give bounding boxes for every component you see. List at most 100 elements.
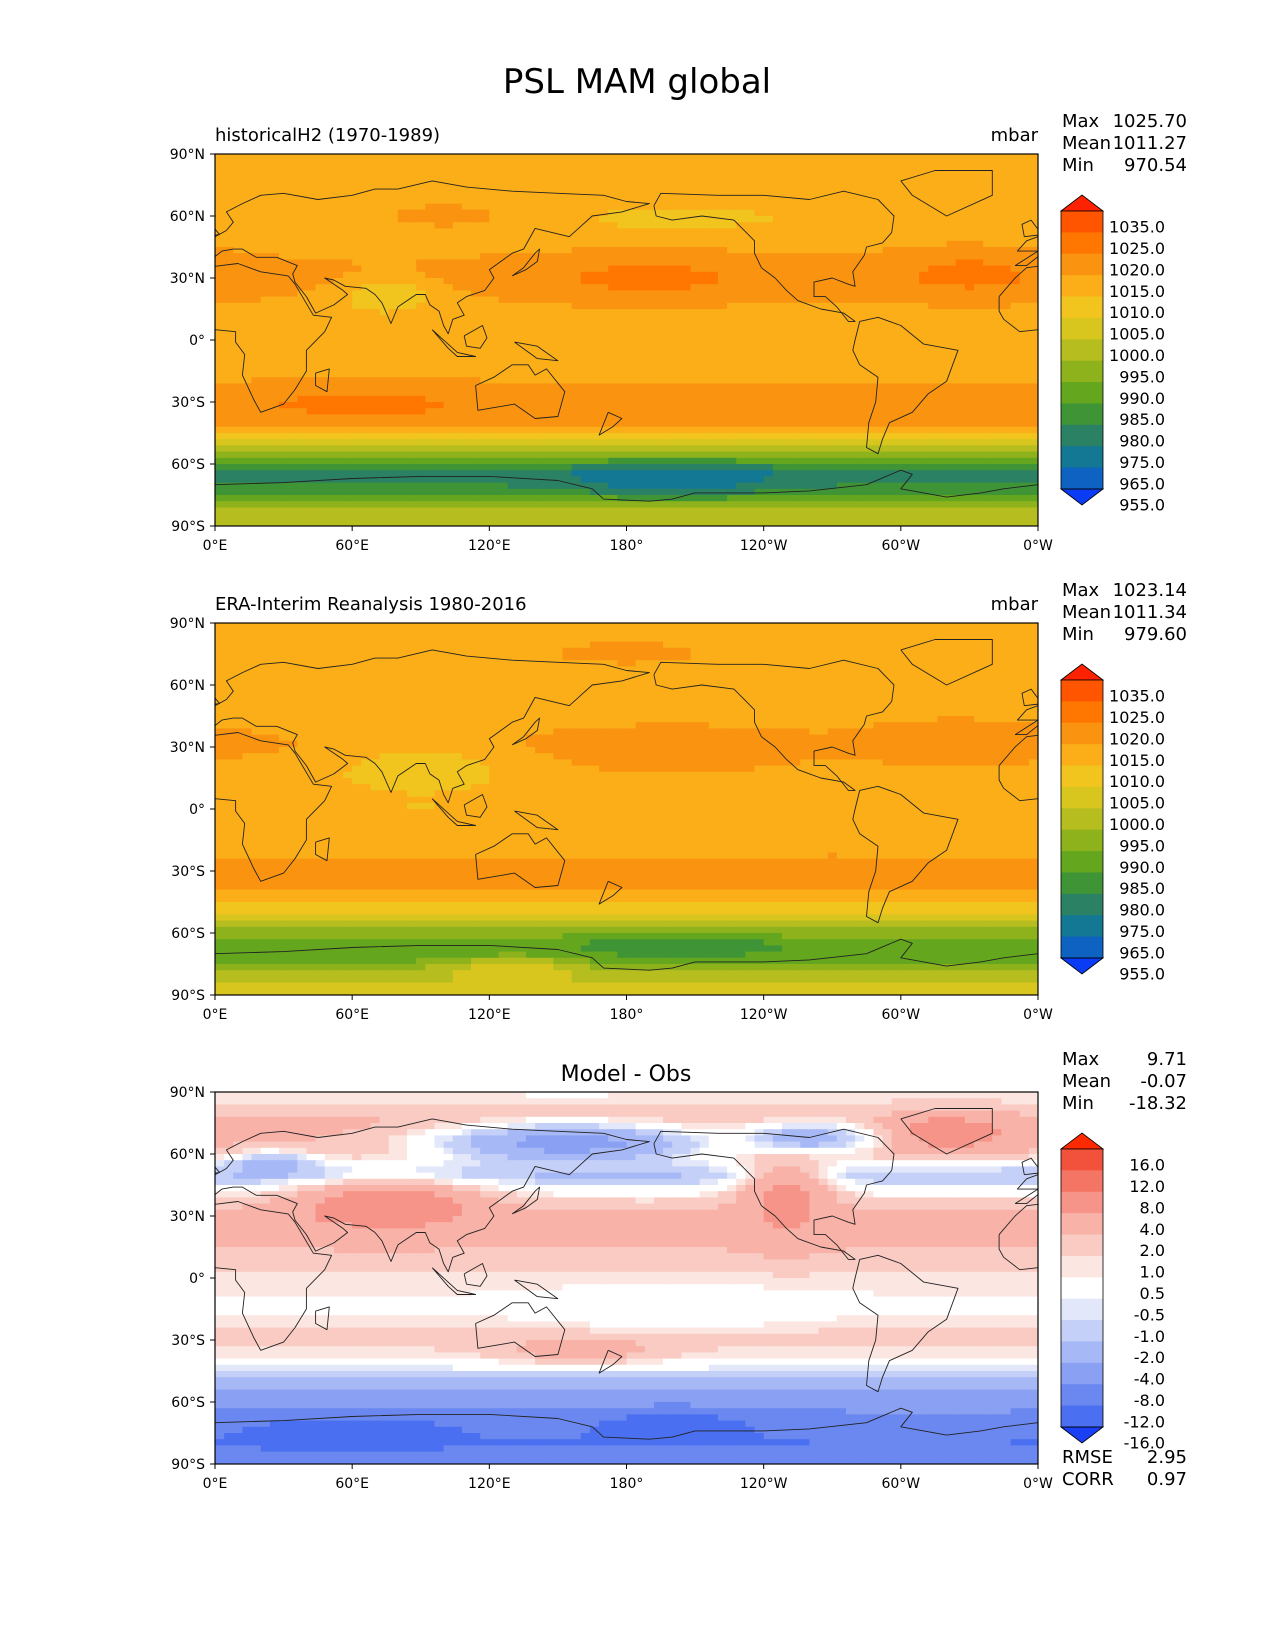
field-cell bbox=[781, 420, 792, 428]
field-cell bbox=[717, 464, 728, 471]
field-cell bbox=[379, 185, 390, 192]
field-cell bbox=[516, 414, 527, 422]
field-cell bbox=[443, 488, 454, 496]
field-cell bbox=[434, 364, 445, 372]
field-cell bbox=[489, 265, 500, 273]
field-cell bbox=[955, 265, 966, 273]
field-cell bbox=[416, 203, 426, 211]
field-cell bbox=[333, 414, 344, 422]
field-cell bbox=[1010, 420, 1021, 428]
field-cell bbox=[553, 216, 564, 223]
field-cell bbox=[864, 191, 874, 198]
field-cell bbox=[516, 247, 527, 254]
field-cell bbox=[928, 364, 939, 372]
field-cell bbox=[864, 222, 874, 229]
field-cell bbox=[717, 296, 728, 304]
field-cell bbox=[434, 420, 445, 428]
field-cell bbox=[864, 178, 874, 186]
field-cell bbox=[525, 315, 536, 322]
field-cell bbox=[571, 364, 582, 372]
field-cell bbox=[763, 439, 774, 446]
field-cell bbox=[388, 278, 399, 285]
field-cell bbox=[845, 451, 856, 459]
field-cell bbox=[1019, 408, 1030, 415]
field-cell bbox=[855, 488, 865, 496]
field-cell bbox=[809, 191, 820, 198]
field-cell bbox=[727, 451, 737, 459]
field-cell bbox=[964, 185, 975, 192]
field-cell bbox=[663, 482, 673, 490]
field-cell bbox=[791, 253, 801, 260]
field-cell bbox=[516, 383, 527, 391]
field-cell bbox=[845, 470, 856, 477]
field-cell bbox=[745, 253, 756, 260]
field-cell bbox=[516, 185, 527, 192]
field-cell bbox=[672, 383, 682, 391]
field-cell bbox=[992, 408, 1003, 415]
field-cell bbox=[809, 470, 820, 477]
field-cell bbox=[343, 346, 353, 353]
field-cell bbox=[663, 426, 673, 434]
field-cell bbox=[260, 185, 271, 192]
field-cell bbox=[992, 482, 1003, 490]
field-cell bbox=[580, 178, 591, 186]
field-cell bbox=[855, 216, 865, 223]
field-cell bbox=[818, 358, 829, 366]
field-cell bbox=[1019, 371, 1030, 378]
field-cell bbox=[928, 482, 939, 490]
field-cell bbox=[352, 333, 362, 341]
field-cell bbox=[269, 420, 280, 428]
field-cell bbox=[571, 395, 582, 403]
field-cell bbox=[361, 476, 372, 484]
field-cell bbox=[498, 383, 509, 391]
field-cell bbox=[352, 327, 362, 335]
field-cell bbox=[233, 234, 244, 242]
field-cell bbox=[452, 389, 463, 397]
field-cell bbox=[644, 402, 655, 409]
field-cell bbox=[663, 433, 673, 440]
field-cell bbox=[909, 172, 920, 180]
field-cell bbox=[361, 259, 372, 267]
field-cell bbox=[855, 321, 865, 329]
field-cell bbox=[407, 172, 417, 180]
field-cell bbox=[763, 364, 774, 372]
field-cell bbox=[864, 476, 874, 484]
field-cell bbox=[589, 172, 600, 180]
field-cell bbox=[745, 271, 756, 279]
field-cell bbox=[626, 488, 637, 496]
field-cell bbox=[553, 160, 564, 167]
field-cell bbox=[727, 476, 737, 484]
field-cell bbox=[407, 383, 417, 391]
field-cell bbox=[992, 321, 1003, 329]
field-cell bbox=[269, 278, 280, 285]
field-cell bbox=[909, 395, 920, 403]
field-cell bbox=[845, 302, 856, 310]
field-cell bbox=[215, 488, 225, 496]
field-cell bbox=[553, 476, 564, 484]
field-cell bbox=[379, 290, 390, 298]
field-cell bbox=[928, 389, 939, 397]
field-cell bbox=[928, 445, 939, 453]
field-cell bbox=[507, 445, 518, 453]
field-cell bbox=[443, 395, 454, 403]
field-cell bbox=[397, 470, 408, 477]
field-cell bbox=[973, 259, 984, 267]
field-cell bbox=[855, 234, 865, 242]
field-cell bbox=[781, 154, 792, 161]
field-cell bbox=[480, 457, 490, 465]
field-cell bbox=[279, 439, 289, 446]
field-cell bbox=[224, 340, 234, 347]
field-cell bbox=[919, 172, 929, 180]
field-cell bbox=[343, 178, 353, 186]
field-cell bbox=[242, 203, 253, 211]
field-cell bbox=[1001, 451, 1012, 459]
field-cell bbox=[900, 309, 911, 316]
field-cell bbox=[699, 216, 710, 223]
field-cell bbox=[306, 433, 317, 440]
field-cell bbox=[818, 457, 829, 465]
field-cell bbox=[361, 178, 372, 186]
field-cell bbox=[269, 383, 280, 391]
field-cell bbox=[891, 445, 902, 453]
field-cell bbox=[251, 476, 262, 484]
field-cell bbox=[553, 166, 564, 174]
